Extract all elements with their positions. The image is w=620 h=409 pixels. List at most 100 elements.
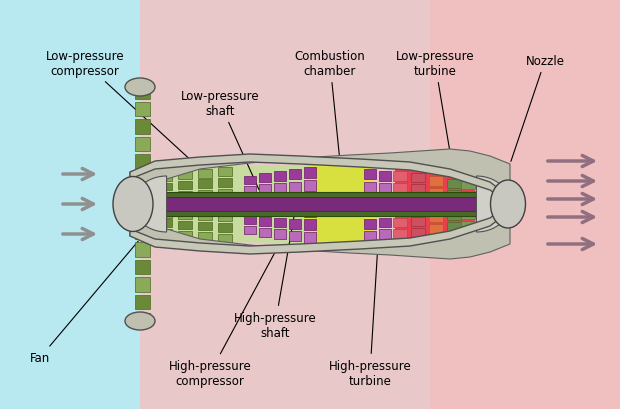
Polygon shape — [135, 208, 150, 222]
Polygon shape — [379, 230, 391, 239]
Polygon shape — [135, 120, 150, 135]
Polygon shape — [304, 207, 316, 218]
Polygon shape — [289, 207, 301, 217]
Polygon shape — [244, 206, 256, 214]
Polygon shape — [198, 212, 212, 220]
Bar — [315, 168, 365, 241]
Polygon shape — [218, 179, 232, 188]
Polygon shape — [135, 225, 150, 240]
Text: Low-pressure
compressor: Low-pressure compressor — [46, 50, 193, 163]
Polygon shape — [304, 194, 316, 204]
Text: Nozzle: Nozzle — [511, 55, 564, 162]
Ellipse shape — [125, 79, 155, 97]
Polygon shape — [244, 226, 256, 234]
Polygon shape — [130, 155, 512, 205]
Polygon shape — [158, 183, 172, 191]
Polygon shape — [198, 169, 212, 178]
Polygon shape — [274, 207, 286, 216]
Polygon shape — [198, 233, 212, 241]
Polygon shape — [411, 173, 425, 182]
Bar — [158, 193, 508, 198]
Polygon shape — [461, 191, 475, 200]
Polygon shape — [447, 180, 461, 188]
Polygon shape — [364, 219, 376, 229]
Polygon shape — [393, 230, 407, 239]
Ellipse shape — [125, 312, 155, 330]
Polygon shape — [218, 212, 232, 221]
Polygon shape — [259, 173, 271, 182]
Polygon shape — [135, 295, 150, 310]
Polygon shape — [218, 168, 232, 177]
Polygon shape — [244, 187, 256, 195]
Text: Fan: Fan — [30, 242, 138, 364]
Polygon shape — [476, 177, 510, 232]
Polygon shape — [447, 201, 461, 210]
Polygon shape — [135, 137, 150, 152]
Polygon shape — [244, 176, 256, 184]
Polygon shape — [135, 313, 150, 327]
Polygon shape — [289, 182, 301, 192]
Polygon shape — [218, 201, 232, 210]
Polygon shape — [244, 196, 256, 204]
Bar — [158, 198, 508, 211]
Bar — [158, 211, 508, 216]
Polygon shape — [155, 164, 355, 245]
Polygon shape — [393, 195, 407, 204]
Polygon shape — [274, 218, 286, 228]
Polygon shape — [140, 0, 430, 409]
Polygon shape — [379, 172, 391, 181]
Polygon shape — [130, 204, 510, 259]
Polygon shape — [274, 172, 286, 181]
Polygon shape — [158, 174, 172, 182]
Polygon shape — [429, 201, 443, 211]
Polygon shape — [198, 191, 212, 199]
Text: High-pressure
shaft: High-pressure shaft — [234, 214, 316, 339]
Polygon shape — [289, 170, 301, 180]
Polygon shape — [429, 213, 443, 222]
Polygon shape — [411, 196, 425, 204]
Polygon shape — [274, 183, 286, 193]
Polygon shape — [429, 189, 443, 198]
Polygon shape — [135, 278, 150, 292]
Polygon shape — [198, 201, 212, 210]
Polygon shape — [259, 196, 271, 204]
Polygon shape — [393, 172, 407, 181]
Polygon shape — [300, 164, 380, 245]
Polygon shape — [274, 230, 286, 239]
Polygon shape — [393, 207, 407, 216]
Polygon shape — [447, 190, 461, 199]
Polygon shape — [130, 204, 512, 254]
Polygon shape — [178, 211, 192, 220]
Polygon shape — [289, 219, 301, 229]
Polygon shape — [178, 181, 192, 189]
Polygon shape — [411, 207, 425, 216]
Polygon shape — [158, 220, 172, 227]
Polygon shape — [218, 190, 232, 199]
Polygon shape — [135, 173, 150, 187]
Polygon shape — [259, 218, 271, 227]
Polygon shape — [259, 207, 271, 216]
Polygon shape — [379, 183, 391, 193]
Polygon shape — [364, 170, 376, 180]
Polygon shape — [198, 222, 212, 231]
Text: Low-pressure
shaft: Low-pressure shaft — [180, 90, 259, 190]
Polygon shape — [379, 218, 391, 228]
Polygon shape — [364, 207, 376, 217]
Polygon shape — [135, 103, 150, 117]
Text: Combustion
chamber: Combustion chamber — [294, 50, 365, 160]
Polygon shape — [218, 223, 232, 232]
Polygon shape — [461, 221, 475, 229]
Polygon shape — [135, 243, 150, 257]
Polygon shape — [135, 85, 150, 99]
Polygon shape — [395, 164, 475, 245]
Polygon shape — [218, 234, 232, 243]
Polygon shape — [178, 201, 192, 209]
Polygon shape — [135, 155, 150, 169]
Polygon shape — [411, 218, 425, 227]
Polygon shape — [289, 231, 301, 241]
Polygon shape — [274, 195, 286, 204]
Polygon shape — [0, 0, 140, 409]
Polygon shape — [178, 231, 192, 239]
Ellipse shape — [490, 180, 526, 229]
Polygon shape — [429, 177, 443, 187]
